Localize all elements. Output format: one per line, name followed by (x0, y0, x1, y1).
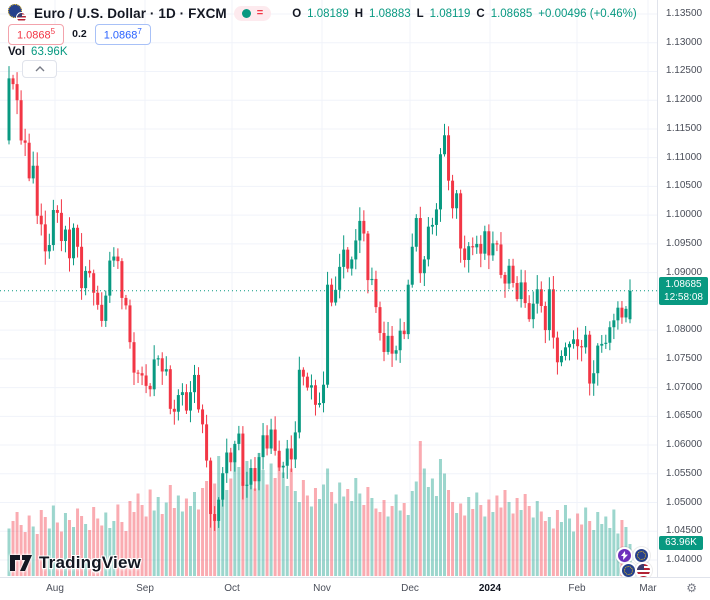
economic-events-cluster (612, 545, 660, 581)
delayed-data-icon: = (256, 7, 264, 19)
tradingview-logo[interactable]: TradingView (10, 553, 141, 573)
time-tick-label: Oct (224, 583, 240, 594)
time-axis[interactable]: ⚙ Aug Sep Oct Nov Dec 2024 Feb Mar (0, 577, 710, 600)
price-tick-label: 1.05500 (665, 467, 703, 479)
spread-value: 0.2 (72, 28, 87, 41)
price-tick-label: 1.11500 (666, 122, 702, 134)
price-tick-label: 1.11000 (666, 151, 702, 163)
chart-plot-area[interactable] (0, 0, 657, 577)
market-status-pill[interactable]: = (233, 6, 272, 21)
legend-collapse-button[interactable] (22, 60, 57, 78)
bar-countdown: 12:58:08 (664, 291, 703, 303)
price-tick-label: 1.04000 (665, 554, 703, 565)
time-tick-label: Sep (136, 583, 154, 594)
price-tick-label: 1.09000 (665, 266, 703, 278)
current-price-value: 1.08685 (665, 278, 702, 290)
price-tick-label: 1.10000 (665, 209, 703, 221)
ask-button[interactable]: 1.08687 (94, 24, 151, 45)
price-tick-label: 1.12500 (665, 65, 703, 77)
high-value: 1.08883 (369, 7, 411, 20)
price-tick-label: 1.07000 (665, 381, 703, 393)
close-value: 1.08685 (490, 7, 533, 20)
time-tick-label: Dec (401, 583, 419, 594)
time-tick-label: Mar (639, 583, 657, 594)
gear-icon[interactable]: ⚙ (686, 581, 697, 595)
price-tick-label: 1.12000 (665, 94, 703, 106)
price-tick-label: 1.06000 (665, 439, 703, 451)
current-price-badge: 1.08685 12:58:08 (659, 276, 708, 305)
change-value: +0.00496 (+0.46%) (538, 7, 637, 20)
price-tick-label: 1.05000 (665, 496, 703, 508)
bid-button[interactable]: 1.08685 (8, 24, 65, 45)
price-tick-label: 1.06500 (665, 410, 703, 422)
tradingview-logo-text: TradingView (39, 553, 142, 572)
high-label: H (354, 7, 364, 20)
low-label: L (416, 7, 424, 20)
open-label: O (292, 7, 302, 20)
candlestick-series (7, 66, 632, 531)
open-value: 1.08189 (307, 7, 349, 20)
low-value: 1.08119 (429, 7, 471, 20)
price-tick-label: 1.04500 (665, 525, 703, 537)
price-tick-label: 1.13500 (665, 8, 703, 19)
price-tick-label: 1.08000 (665, 324, 703, 336)
price-tick-label: 1.07500 (665, 352, 703, 364)
close-label: C (476, 7, 485, 20)
volume-legend[interactable]: Vol 63.96K (8, 46, 68, 58)
market-open-dot-icon (241, 9, 251, 18)
time-tick-label: Feb (568, 583, 586, 594)
time-tick-label: 2024 (478, 583, 502, 594)
price-tick-label: 1.13000 (665, 36, 703, 48)
price-tick-label: 1.09500 (665, 237, 703, 249)
time-tick-label: Aug (46, 583, 64, 594)
symbol-title[interactable]: Euro / U.S. Dollar · 1D · FXCM (34, 6, 227, 21)
ohlc-readout: O 1.08189 H 1.08883 L 1.08119 C 1.08685 +0.0… (292, 8, 637, 20)
volume-axis-badge: 63.96K (659, 536, 703, 551)
tradingview-mark-icon (10, 555, 32, 571)
chevron-up-icon (35, 66, 44, 72)
bid-ask-row: 1.08685 0.2 1.08687 (8, 24, 151, 45)
symbol-legend[interactable]: Euro / U.S. Dollar · 1D · FXCM = O 1.0818… (8, 4, 637, 23)
time-tick-label: Nov (313, 583, 331, 594)
volume-label: Vol (8, 46, 26, 58)
volume-value: 63.96K (31, 46, 68, 58)
price-tick-label: 1.10500 (665, 180, 703, 192)
eurusd-pair-icon (8, 4, 27, 23)
